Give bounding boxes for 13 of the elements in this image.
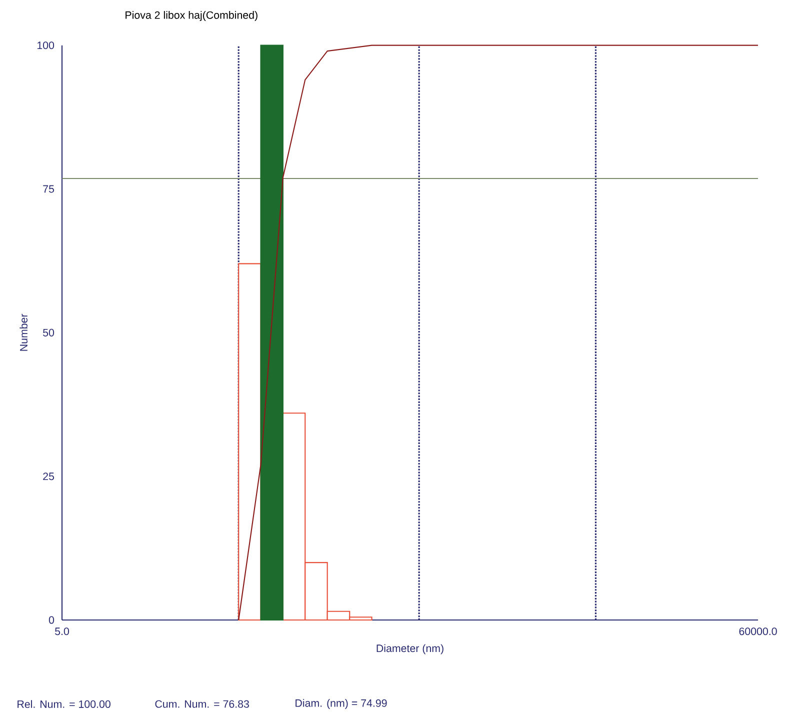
text: Cum. Num. = 76.83 bbox=[155, 700, 249, 708]
text: Rel. Num. = 100.00 bbox=[18, 700, 110, 708]
y-tick-label: 50 bbox=[43, 328, 54, 336]
x-tick-label: 5.0 bbox=[55, 628, 70, 636]
x-tick-label: 60000.0 bbox=[739, 628, 777, 636]
y-tick-label: 0 bbox=[48, 616, 54, 624]
y-axis-title: Number bbox=[20, 314, 28, 351]
text: Diam. (nm) = 74.99 bbox=[296, 699, 387, 709]
y-tick-label: 25 bbox=[43, 472, 54, 480]
x-axis-title: Diameter (nm) bbox=[376, 644, 444, 654]
chart-title: Piova 2 libox haj(Combined) bbox=[126, 11, 258, 21]
y-tick-label: 75 bbox=[43, 185, 54, 193]
y-tick-label: 100 bbox=[37, 42, 54, 50]
